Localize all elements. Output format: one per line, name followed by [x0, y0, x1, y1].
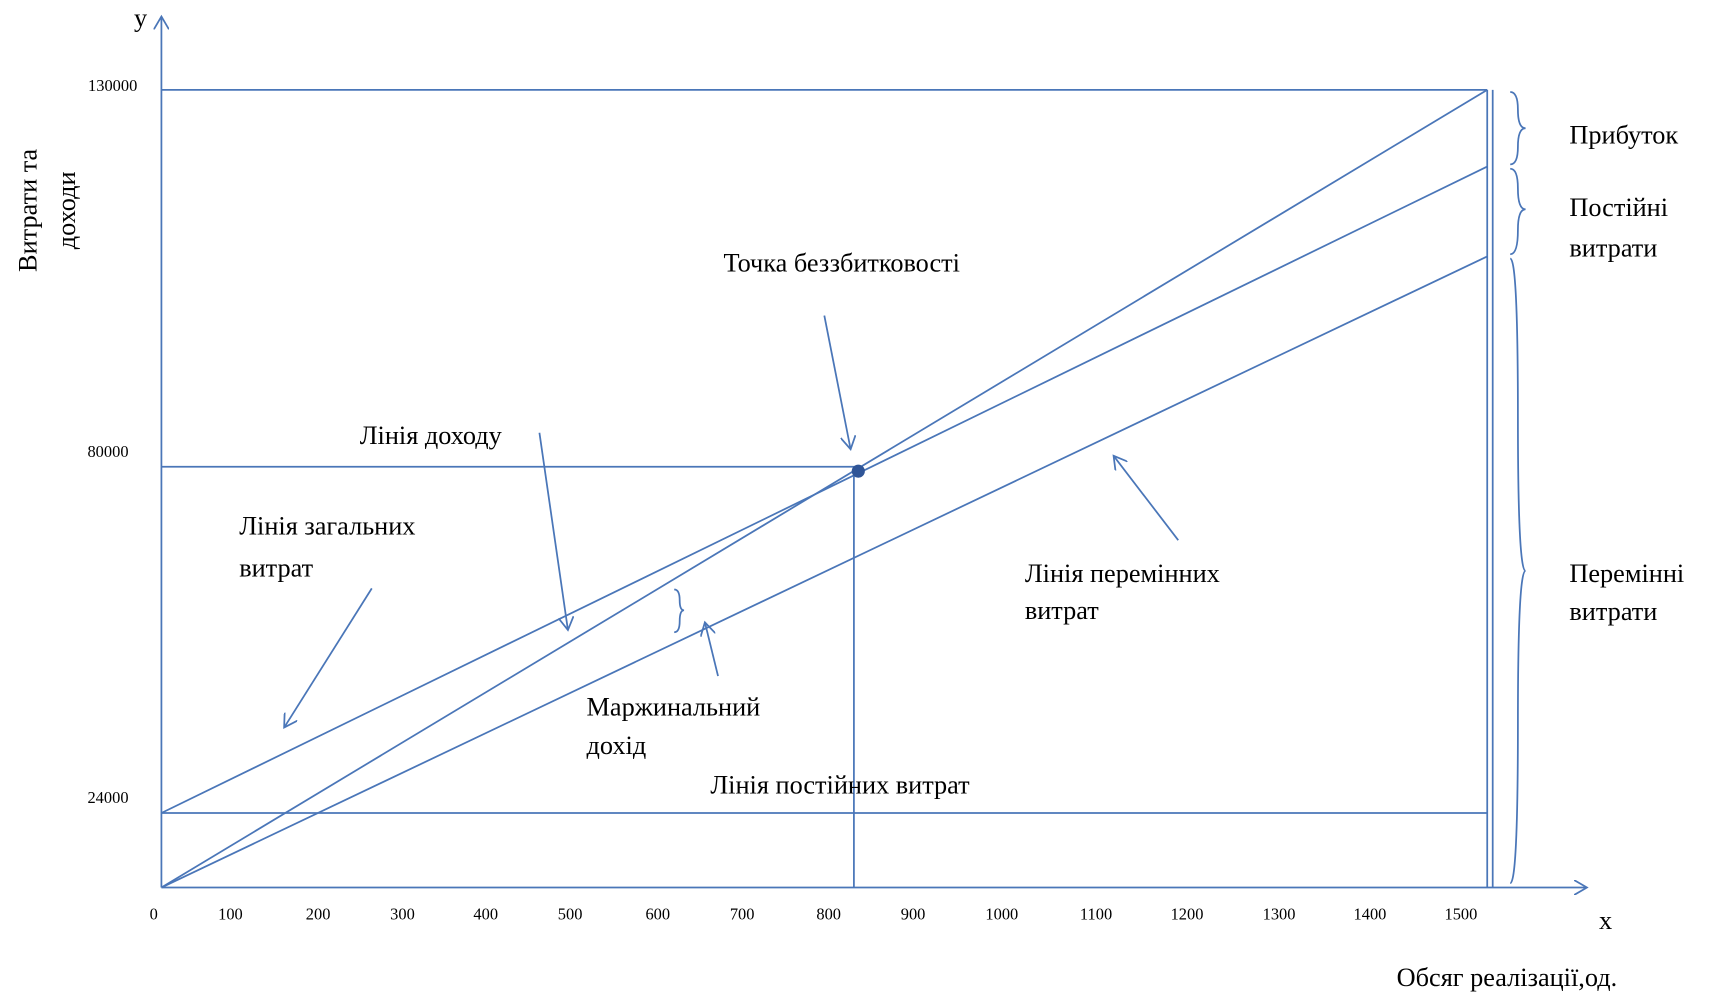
brace: [1510, 91, 1526, 166]
brace-label: витрати: [1569, 597, 1657, 626]
x-title: Обсяг реалізації,од.: [1397, 963, 1618, 992]
arrow: [284, 587, 373, 727]
x-tick-label: 1300: [1263, 904, 1296, 923]
x-tick-label: 1100: [1080, 904, 1112, 923]
pointer-arrows: [284, 315, 1179, 728]
y-title: доходи: [52, 171, 81, 249]
x-letter: x: [1599, 906, 1612, 935]
axes: [161, 16, 1587, 887]
y-letter: y: [134, 3, 148, 32]
x-tick-label: 1500: [1445, 904, 1478, 923]
arrow: [823, 315, 850, 450]
x-tick-label: 1000: [985, 904, 1018, 923]
braces: [1509, 91, 1527, 885]
label: витрат: [239, 553, 313, 582]
brace: [1509, 257, 1527, 885]
label: Маржинальний: [587, 692, 761, 721]
x-tick-label: 900: [901, 904, 926, 923]
label: дохід: [587, 731, 647, 760]
revenue-line: [160, 89, 1488, 889]
break-even-point: [851, 464, 865, 478]
brace-label: Постійні: [1569, 193, 1668, 222]
variable-cost-line: [161, 255, 1488, 889]
small-brace: [674, 588, 685, 634]
y-tick-label: 130000: [88, 76, 137, 95]
x-tick-label: 500: [558, 904, 583, 923]
x-tick-label: 700: [730, 904, 755, 923]
brace-label: витрати: [1569, 233, 1657, 262]
x-tick-label: 800: [816, 904, 841, 923]
arrow: [538, 432, 567, 630]
y-title: Витрати та: [14, 148, 43, 271]
label: Лінія загальних: [239, 512, 415, 541]
brace-label: Прибуток: [1569, 121, 1678, 150]
x-tick-label: 600: [645, 904, 670, 923]
brace-label: Перемінні: [1569, 559, 1684, 588]
x-tick-label: 1200: [1171, 904, 1204, 923]
x-tick-label: 400: [473, 904, 498, 923]
x-tick-label: 1400: [1354, 904, 1387, 923]
total-cost-line: [161, 165, 1488, 814]
label: Лінія постійних витрат: [710, 770, 970, 799]
x-tick-label: 0: [150, 904, 158, 923]
label: Лінія доходу: [360, 421, 503, 450]
arrow: [1114, 456, 1179, 541]
texts: y x Витрати та доходи Обсяг реалізації,о…: [14, 3, 1685, 992]
guides: [160, 88, 1494, 889]
x-tick-label: 200: [306, 904, 331, 923]
y-tick-label: 80000: [87, 442, 128, 461]
arrow: [705, 622, 719, 677]
label: Точка беззбитковості: [724, 249, 960, 278]
y-tick-label: 24000: [87, 788, 128, 807]
label: витрат: [1025, 596, 1099, 625]
x-tick-label: 300: [390, 904, 415, 923]
brace: [1510, 167, 1526, 256]
x-tick-label: 100: [218, 904, 243, 923]
label: Лінія перемінних: [1025, 559, 1220, 588]
